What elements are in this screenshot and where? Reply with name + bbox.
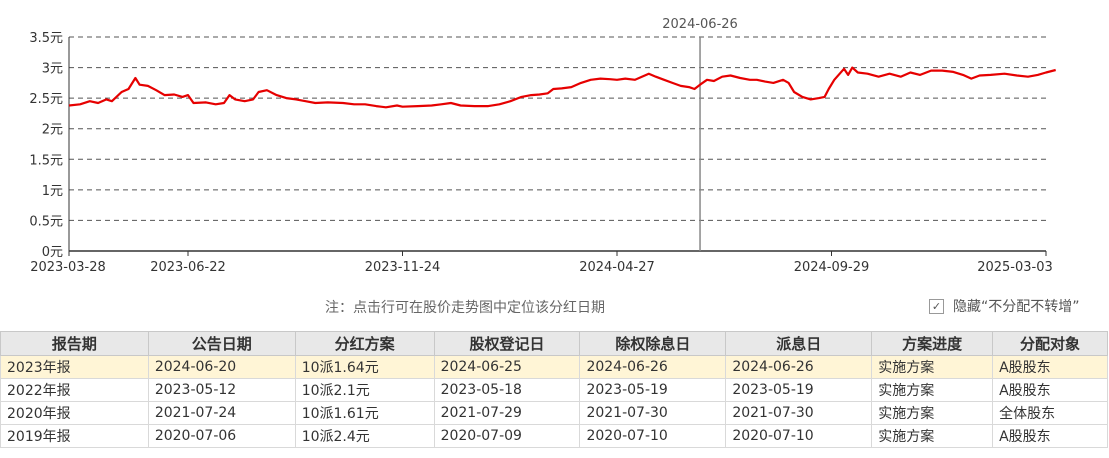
col-header-dividend-plan: 分红方案 bbox=[294, 331, 435, 356]
cell-record-date: 2024-06-25 bbox=[433, 355, 581, 379]
cell-announce-date: 2024-06-20 bbox=[147, 355, 296, 379]
x-tick-label: 2025-03-03 bbox=[977, 260, 1053, 275]
x-tick-label: 2024-04-27 bbox=[579, 260, 655, 275]
cell-ex-dividend-date: 2021-07-30 bbox=[579, 401, 727, 425]
y-tick-label: 3元 bbox=[42, 62, 63, 77]
cell-payment-date: 2024-06-26 bbox=[725, 355, 873, 379]
x-tick-label: 2024-09-29 bbox=[794, 260, 870, 275]
cell-record-date: 2020-07-09 bbox=[433, 424, 581, 448]
table-header-row: 报告期 公告日期 分红方案 股权登记日 除权除息日 派息日 方案进度 分配对象 bbox=[0, 331, 1108, 356]
cell-report-period: 2019年报 bbox=[0, 424, 149, 448]
checkbox-icon[interactable]: ✓ bbox=[929, 298, 944, 314]
y-tick-label: 0.5元 bbox=[29, 214, 63, 229]
cell-report-period: 2020年报 bbox=[0, 401, 149, 425]
cell-plan-progress: 实施方案 bbox=[871, 355, 994, 379]
cell-report-period: 2023年报 bbox=[0, 355, 149, 379]
cell-plan-progress: 实施方案 bbox=[871, 378, 994, 402]
date-marker-label: 2024-06-26 bbox=[662, 17, 738, 32]
cell-payment-date: 2020-07-10 bbox=[725, 424, 873, 448]
x-tick-label: 2023-03-28 bbox=[30, 260, 106, 275]
hide-no-distribution-label: 隐藏“不分配不转增” bbox=[953, 299, 1080, 315]
cell-announce-date: 2023-05-12 bbox=[147, 378, 296, 402]
cell-record-date: 2021-07-29 bbox=[433, 401, 581, 425]
cell-ex-dividend-date: 2024-06-26 bbox=[579, 355, 727, 379]
y-tick-label: 0元 bbox=[42, 245, 63, 260]
col-header-payment-date: 派息日 bbox=[725, 331, 873, 356]
x-tick-label: 2023-11-24 bbox=[365, 260, 441, 275]
cell-plan-progress: 实施方案 bbox=[871, 401, 994, 425]
col-header-report-period: 报告期 bbox=[0, 331, 149, 356]
cell-payment-date: 2023-05-19 bbox=[725, 378, 873, 402]
dividend-table: 报告期 公告日期 分红方案 股权登记日 除权除息日 派息日 方案进度 分配对象 … bbox=[0, 331, 1108, 448]
y-tick-label: 3.5元 bbox=[29, 31, 63, 46]
table-row[interactable]: 2020年报 2021-07-24 10派1.61元 2021-07-29 2021-0… bbox=[0, 401, 1108, 425]
cell-payment-date: 2021-07-30 bbox=[725, 401, 873, 425]
cell-ex-dividend-date: 2023-05-19 bbox=[579, 378, 727, 402]
col-header-ex-dividend-date: 除权除息日 bbox=[579, 331, 727, 356]
cell-plan-progress: 实施方案 bbox=[871, 424, 994, 448]
cell-dividend-plan: 10派1.61元 bbox=[294, 401, 435, 425]
cell-record-date: 2023-05-18 bbox=[433, 378, 581, 402]
cell-ex-dividend-date: 2020-07-10 bbox=[579, 424, 727, 448]
table-row[interactable]: 2023年报 2024-06-20 10派1.64元 2024-06-25 2024-0… bbox=[0, 355, 1108, 379]
cell-announce-date: 2020-07-06 bbox=[147, 424, 296, 448]
y-tick-label: 1元 bbox=[42, 184, 63, 199]
col-header-distribution-target: 分配对象 bbox=[992, 331, 1108, 356]
table-row[interactable]: 2022年报 2023-05-12 10派2.1元 2023-05-18 2023-05… bbox=[0, 378, 1108, 402]
col-header-plan-progress: 方案进度 bbox=[871, 331, 994, 356]
cell-dividend-plan: 10派2.1元 bbox=[294, 378, 435, 402]
cell-distribution-target: A股股东 bbox=[992, 378, 1108, 402]
chart-hint-note: 注：点击行可在股价走势图中定位该分红日期 bbox=[325, 300, 605, 316]
cell-dividend-plan: 10派2.4元 bbox=[294, 424, 435, 448]
x-tick-label: 2023-06-22 bbox=[150, 260, 226, 275]
y-tick-label: 2.5元 bbox=[29, 92, 63, 107]
cell-dividend-plan: 10派1.64元 bbox=[294, 355, 435, 379]
cell-distribution-target: A股股东 bbox=[992, 355, 1108, 379]
col-header-record-date: 股权登记日 bbox=[433, 331, 581, 356]
y-tick-label: 2元 bbox=[42, 123, 63, 138]
cell-report-period: 2022年报 bbox=[0, 378, 149, 402]
price-chart[interactable]: 3.5元 3元 2.5元 2元 1.5元 1元 0.5元 0元 2023-03-28 2023-0… bbox=[0, 0, 1109, 290]
cell-announce-date: 2021-07-24 bbox=[147, 401, 296, 425]
price-series-line bbox=[68, 66, 1056, 109]
y-tick-label: 1.5元 bbox=[29, 153, 63, 168]
cell-distribution-target: A股股东 bbox=[992, 424, 1108, 448]
cell-distribution-target: 全体股东 bbox=[992, 401, 1108, 425]
table-row[interactable]: 2019年报 2020-07-06 10派2.4元 2020-07-09 2020-07… bbox=[0, 424, 1108, 448]
hide-no-distribution-toggle[interactable]: ✓ 隐藏“不分配不转增” bbox=[929, 296, 1080, 316]
col-header-announce-date: 公告日期 bbox=[147, 331, 296, 356]
